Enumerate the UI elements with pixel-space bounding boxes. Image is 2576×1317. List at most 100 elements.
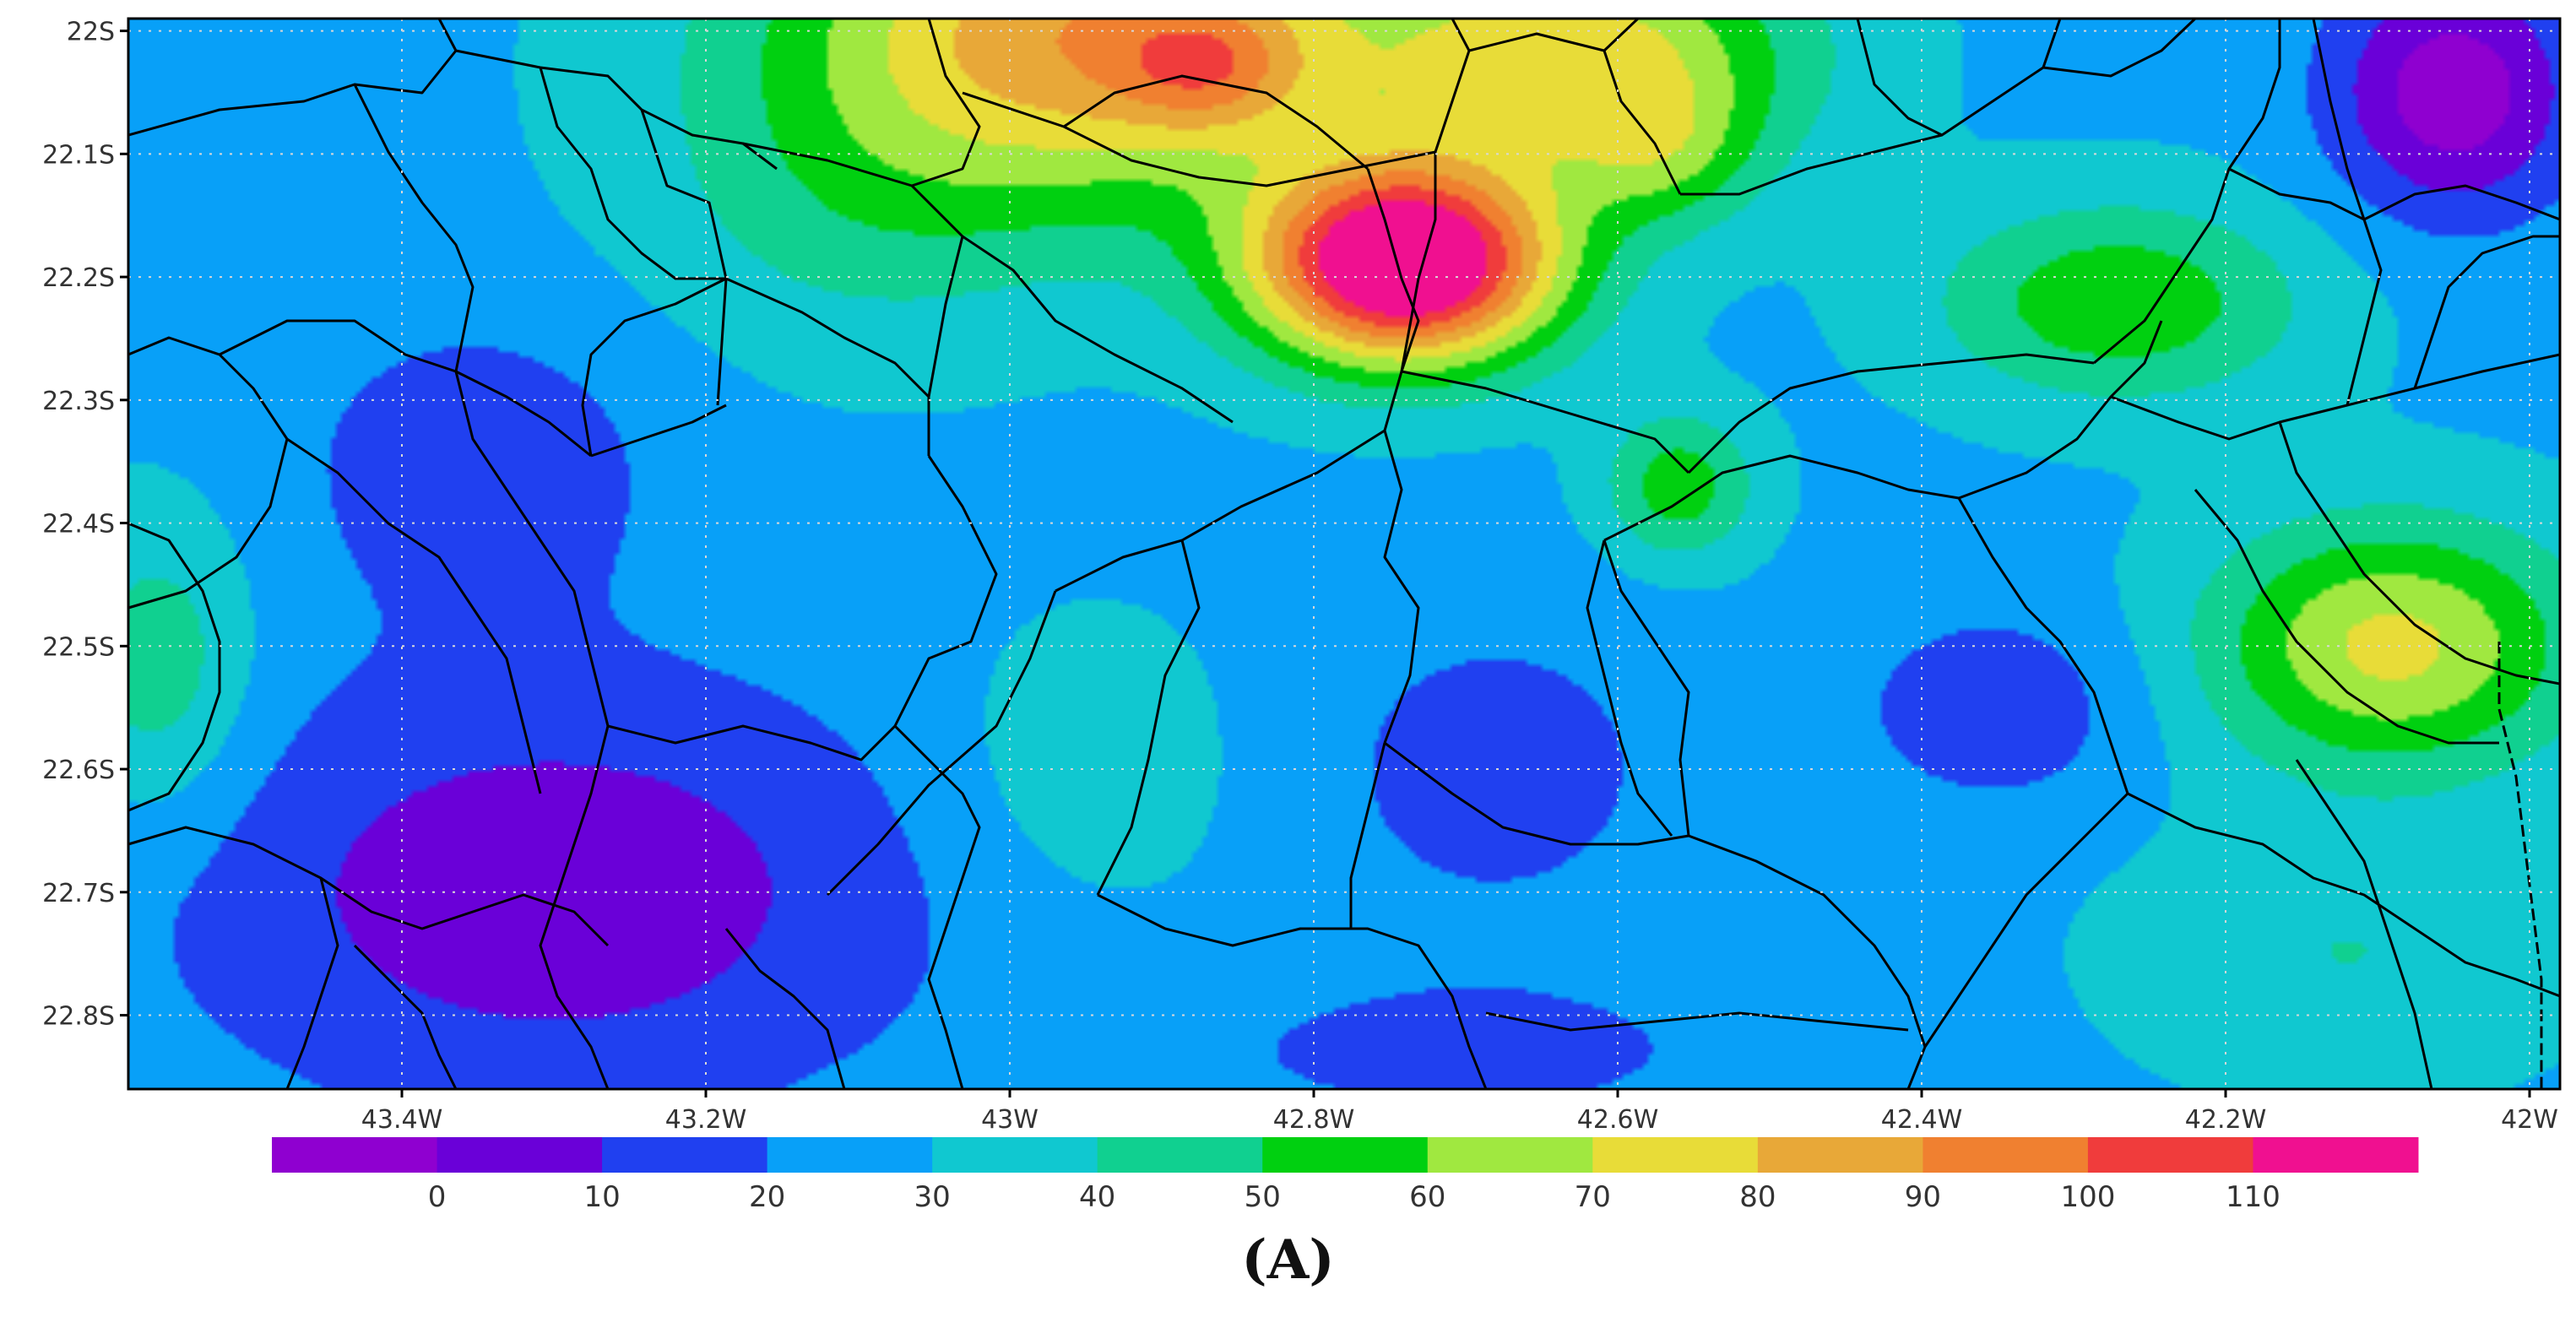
colorbar-tick-label: 100 <box>2060 1180 2115 1214</box>
boundary-line <box>2127 792 2560 998</box>
boundary-line <box>2278 421 2560 686</box>
boundary-line <box>2110 353 2560 441</box>
lon-tick-label: 43.2W <box>665 1105 746 1135</box>
boundary-line <box>1485 1011 1909 1032</box>
colorbar-swatch <box>1757 1137 1923 1173</box>
lon-tick-label: 43.4W <box>361 1105 442 1135</box>
boundary-line <box>893 455 998 727</box>
lat-tick-label: 22S <box>67 18 115 47</box>
colorbar-swatch <box>932 1137 1098 1173</box>
boundary-line <box>1383 152 1437 431</box>
colorbar-swatch <box>2253 1137 2419 1173</box>
boundary-line <box>128 522 221 812</box>
lon-tick-label: 42.6W <box>1577 1105 1658 1135</box>
longitude-tick-labels: 43.4W 43.2W 43W 42.8W 42.6W 42.4W 42.2W 42W <box>361 1089 2558 1135</box>
boundary-line <box>1055 429 1386 593</box>
boundary-line <box>1603 539 1690 837</box>
colorbar-tick-label: 10 <box>583 1180 620 1214</box>
lat-tick-label: 22.3S <box>42 387 115 416</box>
lat-tick-label: 22.7S <box>42 879 115 908</box>
colorbar-swatch <box>1262 1137 1429 1173</box>
boundary-line <box>2413 235 2560 389</box>
colorbar-swatch <box>1923 1137 2089 1173</box>
colorbar-swatch <box>272 1137 438 1173</box>
lat-tick-label: 22.6S <box>42 756 115 785</box>
boundary-line <box>1096 539 1201 896</box>
panel-label: (A) <box>1241 1228 1335 1292</box>
colorbar-swatch <box>602 1137 768 1173</box>
boundary-line <box>285 877 339 1089</box>
lat-tick-label: 22.4S <box>42 510 115 539</box>
colorbar-tick-label: 40 <box>1079 1180 1115 1214</box>
boundary-line <box>353 84 475 372</box>
map-gridlines <box>128 19 2560 1089</box>
lon-tick-label: 42.8W <box>1273 1105 1354 1135</box>
boundary-line <box>2093 19 2281 365</box>
boundary-line <box>539 725 610 1089</box>
boundary-line <box>1384 741 1689 846</box>
lat-tick-label: 22.2S <box>42 263 115 293</box>
map-frame <box>127 17 2562 1091</box>
boundary-line <box>219 319 592 458</box>
lat-tick-label: 22.5S <box>42 632 115 662</box>
boundary-line <box>2295 759 2433 1089</box>
boundary-line <box>893 724 981 1089</box>
boundary-line <box>286 437 542 794</box>
boundary-line <box>1603 454 1960 542</box>
boundary-line <box>1401 370 1690 474</box>
boundary-line <box>454 371 610 727</box>
boundary-line <box>1468 19 1640 52</box>
lon-tick-label: 42.4W <box>1881 1105 1962 1135</box>
lat-tick-label: 22.1S <box>42 140 115 170</box>
boundary-line <box>1957 497 2129 794</box>
boundary-line <box>539 67 726 280</box>
boundary-line <box>2194 489 2499 745</box>
colorbar-tick-label: 60 <box>1409 1180 1445 1214</box>
map-plot-area <box>128 19 2560 1089</box>
boundary-line <box>640 109 728 406</box>
colorbar-tick-label: 0 <box>428 1180 447 1214</box>
boundary-line <box>1687 353 2095 474</box>
colorbar-swatch <box>1427 1137 1593 1173</box>
boundary-line <box>2228 167 2365 221</box>
boundary-line <box>1097 893 1488 1089</box>
boundary-line <box>826 590 1057 897</box>
boundary-line <box>1680 19 2062 196</box>
boundary-line <box>590 404 727 458</box>
boundary-line <box>2042 19 2197 78</box>
boundary-line <box>128 826 610 947</box>
boundary-line <box>1958 320 2163 500</box>
boundary-line <box>2497 642 2543 1089</box>
boundary-line <box>1063 74 1369 171</box>
boundary-line <box>1688 834 1927 1048</box>
colorbar-swatch <box>2087 1137 2253 1173</box>
lon-tick-label: 42W <box>2501 1105 2558 1135</box>
boundary-line <box>1383 430 1420 744</box>
boundary-line <box>581 277 727 457</box>
colorbar-swatch <box>437 1137 603 1173</box>
colorbar: 0 10 20 30 40 50 60 70 80 90 100 110 <box>272 1137 2419 1214</box>
boundary-line <box>742 142 964 398</box>
latitude-tick-labels: 22S 22.1S 22.2S 22.3S 22.4S 22.5S 22.6S 22.7S 22… <box>42 18 128 1032</box>
contour-field <box>128 19 2560 1089</box>
boundary-line <box>1586 539 1673 837</box>
colorbar-tick-label: 20 <box>749 1180 785 1214</box>
boundary-line <box>725 277 930 456</box>
municipal-boundaries <box>128 19 2560 1089</box>
boundary-line <box>1603 50 1682 195</box>
lat-tick-label: 22.8S <box>42 1002 115 1032</box>
colorbar-swatch <box>767 1137 933 1173</box>
lon-tick-label: 42.2W <box>2185 1105 2266 1135</box>
colorbar-tick-label: 50 <box>1245 1180 1281 1214</box>
boundary-line <box>1856 19 1943 137</box>
boundary-line <box>2363 184 2560 221</box>
lon-tick-label: 43W <box>981 1105 1039 1135</box>
colorbar-swatch <box>1097 1137 1263 1173</box>
boundary-line <box>1349 742 1386 929</box>
colorbar-swatch <box>1592 1137 1759 1173</box>
boundary-line <box>911 19 981 187</box>
colorbar-tick-label: 110 <box>2226 1180 2280 1214</box>
boundary-line <box>1366 168 1420 372</box>
boundary-line <box>1434 19 1471 153</box>
